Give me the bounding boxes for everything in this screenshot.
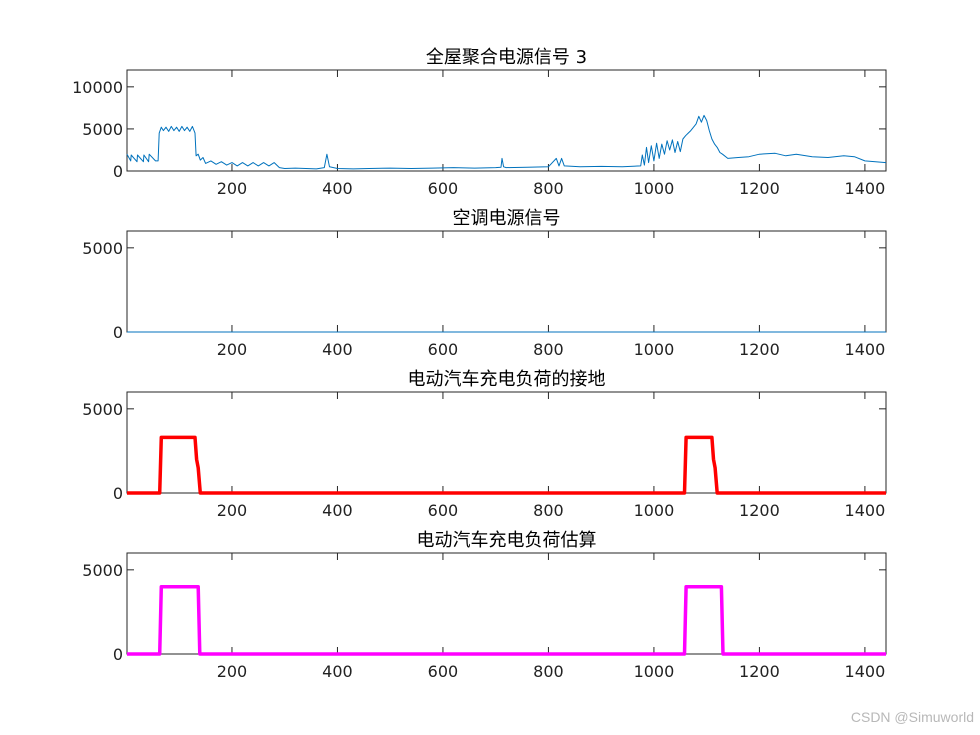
x-tick-label: 400	[322, 179, 353, 198]
x-tick-label: 600	[428, 662, 459, 681]
x-tick-label: 1200	[739, 179, 780, 198]
y-tick-label: 0	[113, 323, 123, 342]
x-tick-label: 400	[322, 662, 353, 681]
x-tick-label: 600	[428, 501, 459, 520]
subplot-2: 空调电源信号 200 400 600 800 1000 1200 1400 0 5000	[82, 208, 887, 359]
axes-box	[126, 69, 887, 172]
axes-box	[126, 391, 887, 494]
x-tick-label: 1200	[739, 340, 780, 359]
subplot-title: 电动汽车充电负荷估算	[417, 530, 597, 551]
x-tick-label: 800	[533, 179, 564, 198]
x-tick-label: 1400	[845, 662, 886, 681]
subplot-title: 全屋聚合电源信号 3	[426, 47, 587, 68]
subplot-title: 空调电源信号	[453, 208, 561, 229]
y-tick-label: 5000	[82, 120, 123, 139]
subplot-3: 电动汽车充电负荷的接地 200 400 600 800 1000 1200 1400 0 5000	[82, 369, 887, 520]
y-tick-label: 0	[113, 484, 123, 503]
x-tick-label: 200	[217, 340, 248, 359]
series-line-1	[127, 584, 886, 656]
x-tick-label: 1200	[739, 662, 780, 681]
y-tick-label: 5000	[82, 561, 123, 580]
x-tick-label: 600	[428, 179, 459, 198]
subplot-1: 全屋聚合电源信号 3 200 400 600 800 1000 1200 1400 0 5000 1…	[72, 47, 887, 198]
x-tick-label: 200	[217, 501, 248, 520]
subplot-title: 电动汽车充电负荷的接地	[408, 369, 606, 390]
x-tick-label: 1000	[634, 662, 675, 681]
x-tick-label: 200	[217, 662, 248, 681]
x-tick-label: 400	[322, 340, 353, 359]
x-tick-label: 200	[217, 179, 248, 198]
subplot-4: 电动汽车充电负荷估算 200 400 600 800 1000 1200 1400 0 5000	[82, 530, 887, 681]
y-tick-label: 5000	[82, 400, 123, 419]
x-tick-label: 800	[533, 662, 564, 681]
x-tick-label: 1400	[845, 179, 886, 198]
axes-box	[126, 230, 887, 333]
watermark: CSDN @Simuworld	[850, 709, 974, 725]
x-tick-label: 400	[322, 501, 353, 520]
x-tick-label: 1000	[634, 501, 675, 520]
x-tick-label: 800	[533, 340, 564, 359]
y-tick-label: 5000	[82, 239, 123, 258]
x-tick-label: 1000	[634, 340, 675, 359]
y-tick-label: 0	[113, 645, 123, 664]
x-tick-label: 1400	[845, 340, 886, 359]
x-tick-label: 1400	[845, 501, 886, 520]
x-tick-label: 1000	[634, 179, 675, 198]
y-tick-label: 10000	[72, 78, 123, 97]
series-line-1	[127, 435, 886, 495]
series-line-1	[126, 114, 887, 170]
axes-box	[126, 552, 887, 655]
y-tick-label: 0	[113, 162, 123, 181]
x-tick-label: 1200	[739, 501, 780, 520]
x-tick-label: 600	[428, 340, 459, 359]
x-tick-label: 800	[533, 501, 564, 520]
